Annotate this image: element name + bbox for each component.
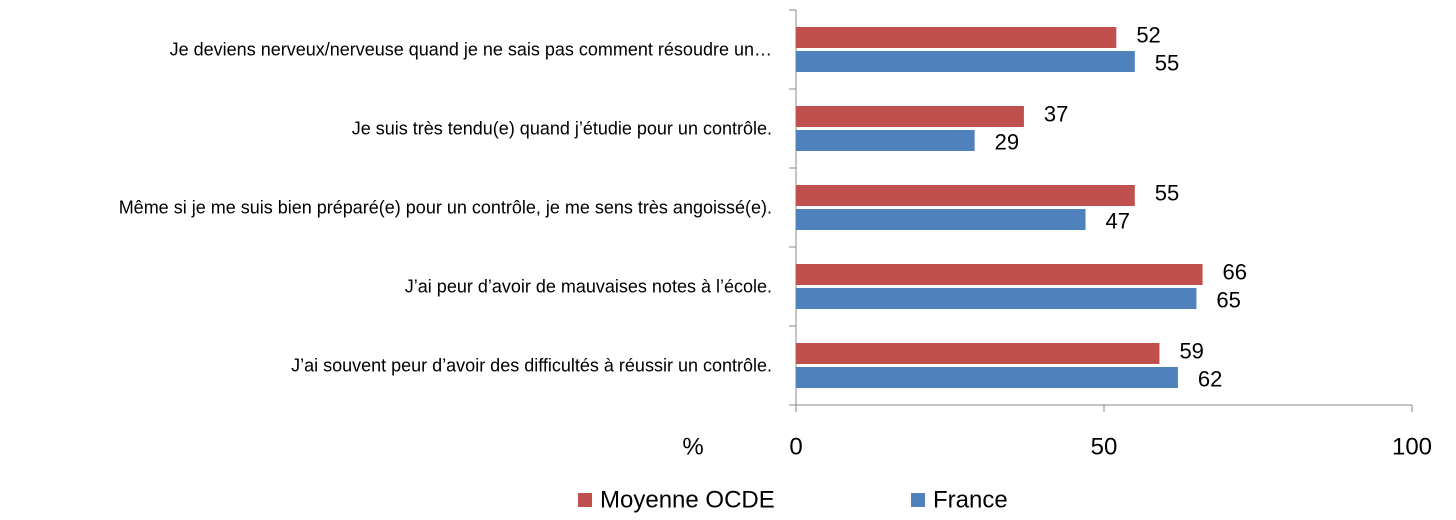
category-label: Même si je me suis bien préparé(e) pour … [118, 197, 772, 217]
value-label: 55 [1155, 180, 1179, 205]
x-tick-label: 50 [1091, 433, 1118, 460]
value-label: 62 [1198, 366, 1222, 391]
value-label: 66 [1223, 259, 1247, 284]
legend-swatch [578, 493, 592, 507]
bar [796, 106, 1024, 127]
value-label: 52 [1136, 22, 1160, 47]
legend-label: France [933, 486, 1008, 513]
x-tick-label: 0 [789, 433, 802, 460]
x-tick-label: 100 [1392, 433, 1432, 460]
bar [796, 51, 1135, 72]
bar [796, 367, 1178, 388]
bar [796, 185, 1135, 206]
bar [796, 130, 975, 151]
bar [796, 209, 1086, 230]
value-label: 29 [995, 129, 1019, 154]
category-label: Je deviens nerveux/nerveuse quand je ne … [169, 39, 772, 59]
x-axis-label: % [682, 433, 703, 460]
legend-swatch [911, 493, 925, 507]
category-label: Je suis très tendu(e) quand j’étudie pou… [351, 118, 772, 138]
value-label: 59 [1179, 338, 1203, 363]
bar [796, 27, 1117, 48]
value-label: 65 [1216, 287, 1240, 312]
bar [796, 288, 1197, 309]
category-label: J’ai souvent peur d’avoir des difficulté… [291, 355, 772, 375]
legend-label: Moyenne OCDE [600, 486, 775, 513]
bar [796, 343, 1160, 364]
value-label: 47 [1106, 208, 1130, 233]
category-label: J’ai peur d’avoir de mauvaises notes à l… [404, 276, 772, 296]
value-label: 55 [1155, 50, 1179, 75]
bar [796, 264, 1203, 285]
value-label: 37 [1044, 101, 1068, 126]
